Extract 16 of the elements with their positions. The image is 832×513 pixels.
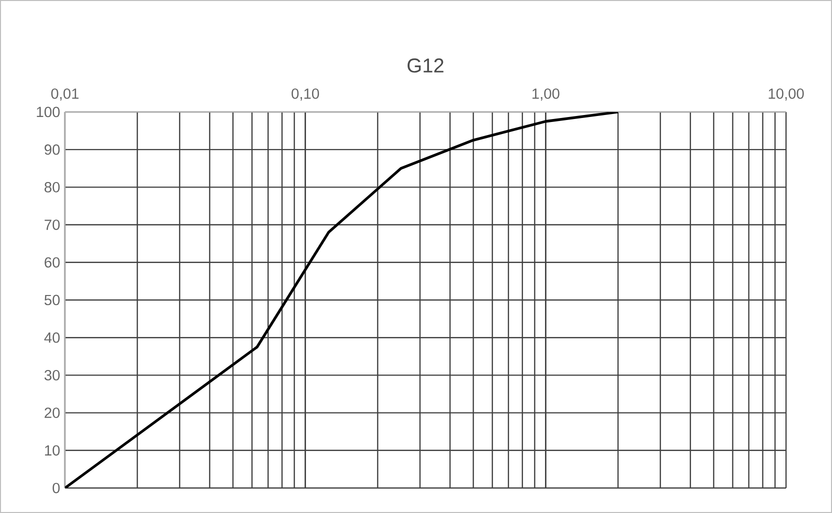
x-tick-label: 0,10 [292, 88, 320, 101]
x-tick-label: 1,00 [532, 88, 560, 101]
y-tick-label: 0 [52, 482, 60, 494]
y-tick-label: 70 [44, 220, 60, 230]
y-tick-label: 60 [44, 257, 60, 268]
x-tick-label: 0,01 [51, 88, 79, 101]
y-tick-label: 30 [44, 370, 60, 380]
y-tick-label: 90 [44, 144, 60, 155]
y-tick-label: 20 [44, 408, 60, 418]
y-tick-label: 10 [45, 445, 60, 456]
x-tick-label: 10,00 [768, 88, 804, 101]
y-tick-label: 40 [44, 332, 60, 343]
y-tick-label: 80 [44, 182, 60, 192]
y-tick-label: 100 [36, 106, 60, 118]
chart-title: G12 [408, 58, 444, 73]
y-tick-label: 50 [44, 294, 60, 306]
